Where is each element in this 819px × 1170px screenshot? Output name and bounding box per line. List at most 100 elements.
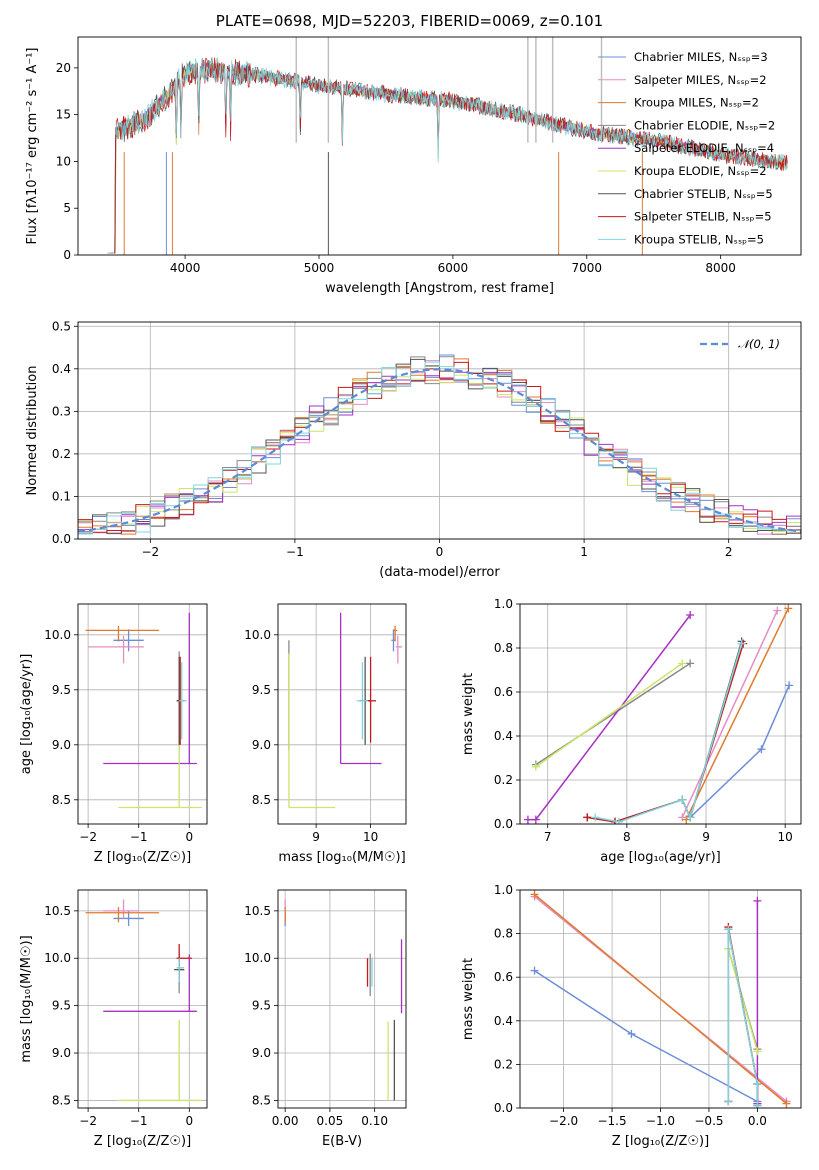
plot-area [288,612,403,809]
histogram-step [78,361,801,533]
axes-frame [77,889,208,1109]
y-tick-label: 0.1 [52,489,71,503]
panel-2: −2 −1 0 1 2 0.0 0.1 0.2 0.3 0.4 0.5 (data-model)/er… [25,319,802,580]
data-point-marker [724,1097,733,1106]
legend-label: Chabrier ELODIE, Nₛₛₚ=2 [634,118,775,132]
y-tick-label: 0.4 [52,362,71,376]
x-axis-label: wavelength [Angstrom, rest frame] [325,281,554,296]
mass-weight-line [685,608,789,820]
x-axis-label: Z [log₁₀(Z/Z☉)] [94,1134,191,1149]
x-tick-label: −2 [79,830,97,844]
data-point-marker [724,925,733,934]
mass-weight-line [727,929,759,1106]
x-tick-label: −1 [130,830,148,844]
data-point-marker [678,659,687,668]
y-tick-label: 10.5 [44,904,71,918]
x-tick-label: 0 [185,1114,193,1128]
legend: 𝒩(0, 1) [700,337,780,351]
x-tick-label: 10 [778,830,793,844]
legend-label: Kroupa ELODIE, Nₛₛₚ=2 [634,164,767,178]
y-tick-label: 0.8 [494,641,513,655]
data-point-marker [753,1047,762,1056]
x-axis-label: mass [log₁₀(M/M☉)] [278,850,405,865]
axes-frame [519,889,802,1109]
plot-area [78,354,801,535]
data-point-marker [753,896,762,905]
data-point-marker [686,611,695,619]
y-tick-label: 20 [56,61,71,75]
panel-6: −2 −1 0 8.5 9.0 9.5 10.0 10.5 Z [log₁₀(Z/Z☉)] mas… [19,889,208,1149]
x-tick-label: 10 [363,830,378,844]
x-tick-label: 0.00 [272,1114,299,1128]
x-tick-label: 7000 [572,261,603,275]
y-tick-label: 9.0 [52,1046,71,1060]
y-tick-label: 0.4 [494,1014,513,1028]
spectrum-line [107,62,788,254]
legend-label: Salpeter STELIB, Nₛₛₚ=5 [634,210,772,224]
y-tick-label: 0.0 [494,817,513,831]
y-tick-label: 8.5 [52,793,71,807]
y-tick-label: 0.4 [494,729,513,743]
spectrum-line [110,62,788,254]
spectrum-line [115,57,788,171]
histogram-step [78,361,801,535]
x-axis-label: (data-model)/error [379,565,500,580]
panel-8: −2.0 −1.5 −1.0 −0.5 0.0 0.0 0.2 0.4 0.6 0.8 1.0 Z [… [461,883,802,1149]
spectrum-line [109,61,788,254]
x-axis-label: E(B-V) [322,1134,362,1149]
y-tick-label: 9.0 [52,738,71,752]
y-tick-label: 0.2 [494,1057,513,1071]
data-point-marker [627,1029,636,1038]
x-tick-label: −2 [141,545,159,559]
x-axis-label: Z [log₁₀(Z/Z☉)] [94,850,191,865]
legend-label: Kroupa MILES, Nₛₛₚ=2 [634,96,759,110]
y-tick-label: 1.0 [494,883,513,897]
axes-frame [77,36,802,256]
x-tick-label: 0.0 [748,1114,767,1128]
data-point-marker [530,890,539,899]
y-tick-label: 8.5 [52,1093,71,1107]
x-tick-label: 8 [623,830,631,844]
legend-label: Chabrier MILES, Nₛₛₚ=3 [634,50,768,64]
y-axis-label: Normed distribution [25,366,40,496]
data-point-marker [531,815,540,824]
x-axis-label: Z [log₁₀(Z/Z☉)] [612,1134,709,1149]
mass-weight-line [535,662,691,766]
legend-label: Salpeter ELODIE, Nₛₛₚ=4 [634,141,774,155]
x-tick-label: 5000 [304,261,335,275]
plot-area [85,612,202,809]
x-tick-label: 1 [580,545,588,559]
y-tick-label: 0.0 [494,1101,513,1115]
data-point-marker [678,795,687,804]
x-tick-label: 6000 [438,261,469,275]
axes-frame [519,603,802,825]
figure-title: PLATE=0698, MJD=52203, FIBERID=0069, z=0… [215,12,604,30]
y-tick-label: 1.0 [494,597,513,611]
spectrum-line [108,62,788,254]
x-tick-label: 0 [185,830,193,844]
panel-1: 4000 5000 6000 7000 8000 0 5 10 15 20 wavelength [… [25,36,802,296]
y-tick-label: 0 [63,248,71,262]
y-tick-label: 15 [56,108,71,122]
panel-4: 9 10 8.5 9.0 9.5 10.0 mass [log₁₀(M/M☉)] [244,603,407,865]
mass-weight-line [689,685,790,818]
y-tick-label: 9.0 [252,738,271,752]
data-point-marker [523,815,532,824]
y-tick-label: 8.5 [252,793,271,807]
x-tick-label: 8000 [705,261,736,275]
x-tick-label: 2 [725,545,733,559]
axes-frame [77,603,208,825]
plot-area [284,899,403,1101]
y-tick-label: 0.6 [494,970,513,984]
y-tick-label: 9.5 [252,999,271,1013]
y-tick-label: 10.0 [244,951,271,965]
data-point-marker [753,1080,762,1089]
y-axis-label: mass weight [461,958,476,1040]
gaussian-reference [78,368,801,533]
x-tick-label: 0 [436,545,444,559]
data-point-marker [785,681,794,690]
y-tick-label: 0.6 [494,685,513,699]
mass-weight-line [587,641,743,823]
x-tick-label: −1.0 [646,1114,675,1128]
data-point-marker [531,762,540,771]
